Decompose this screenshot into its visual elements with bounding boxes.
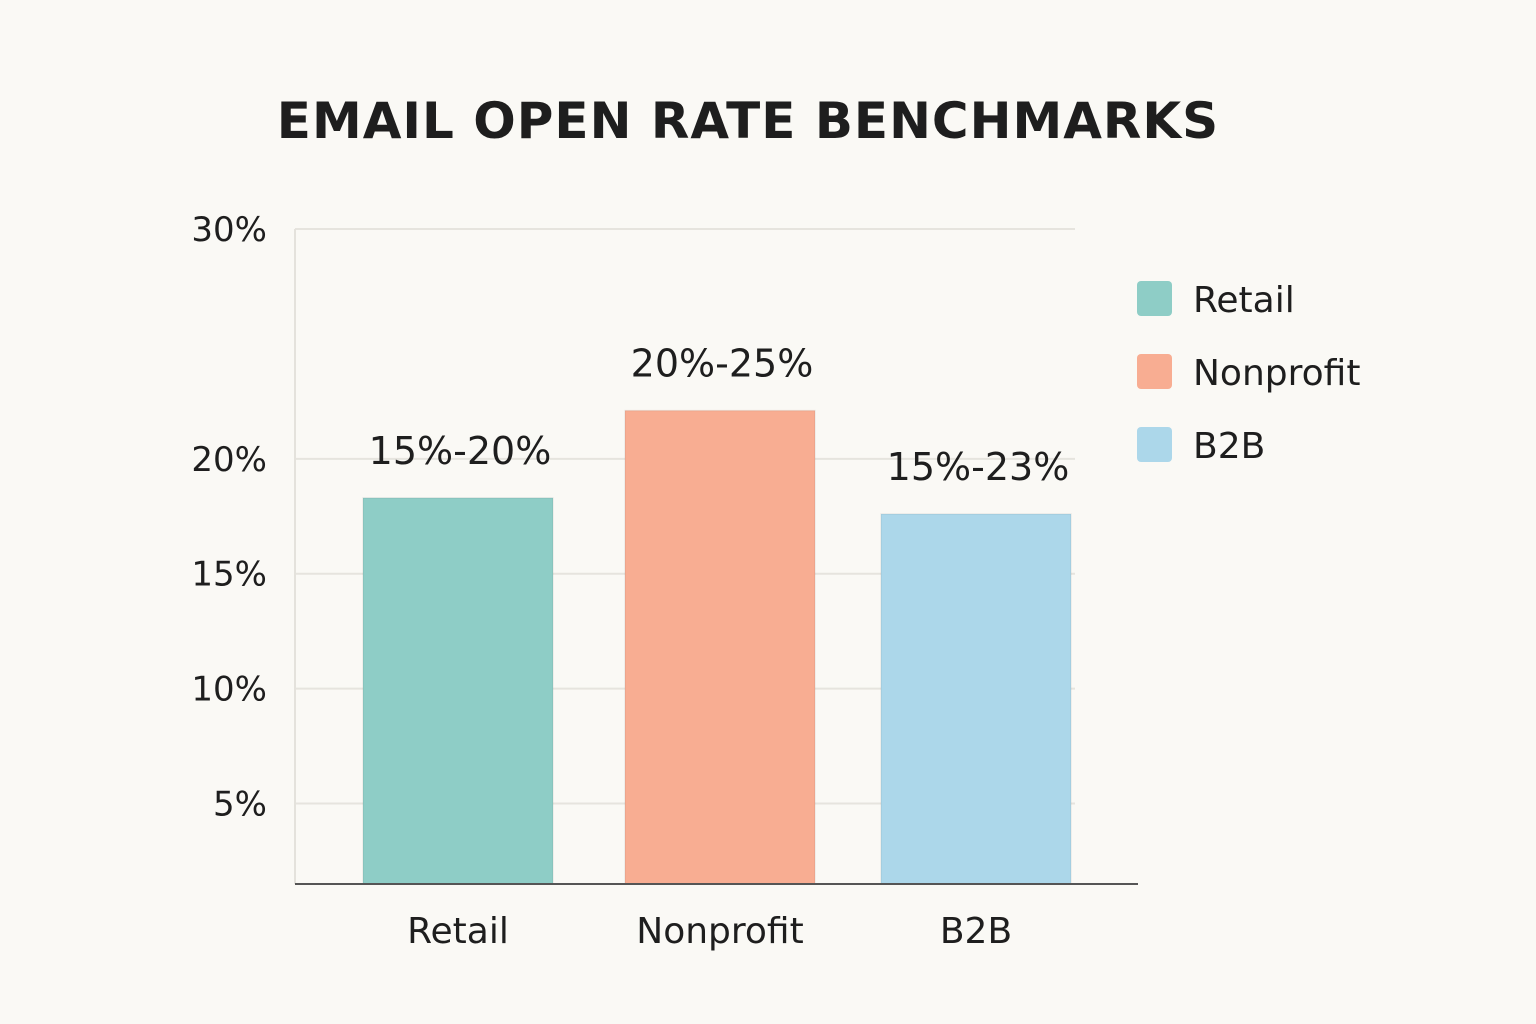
legend-label-b2b: B2B (1193, 426, 1265, 467)
y-tick-label: 10% (191, 670, 267, 710)
x-tick-label: Retail (407, 911, 509, 952)
data-label-retail: 15%-20% (369, 429, 552, 473)
y-tick-label: 20% (191, 440, 267, 480)
data-labels: 15%-20% 20%-25% 15%-23% (369, 342, 1070, 489)
legend-label-retail: Retail (1193, 280, 1295, 321)
chart-title: EMAIL OPEN RATE BENCHMARKS (277, 92, 1219, 150)
y-tick-label: 30% (191, 210, 267, 250)
y-axis-ticks: 5% 10% 15% 20% 30% (191, 210, 267, 825)
legend-label-nonprofit: Nonprofit (1193, 353, 1360, 394)
legend: Retail Nonprofit B2B (1137, 280, 1360, 467)
bar-b2b (880, 513, 1072, 885)
bar-nonprofit (624, 409, 816, 885)
data-label-b2b: 15%-23% (887, 445, 1070, 489)
legend-swatch-retail (1137, 281, 1172, 316)
x-axis-category-labels: Retail Nonprofit B2B (407, 911, 1012, 952)
legend-swatch-nonprofit (1137, 354, 1172, 389)
bars (362, 409, 1072, 885)
y-tick-label: 5% (213, 785, 267, 825)
x-tick-label: Nonprofit (636, 911, 803, 952)
legend-swatch-b2b (1137, 427, 1172, 462)
bar-retail (362, 497, 554, 885)
x-tick-label: B2B (940, 911, 1012, 952)
y-tick-label: 15% (191, 555, 267, 595)
data-label-nonprofit: 20%-25% (631, 342, 814, 386)
